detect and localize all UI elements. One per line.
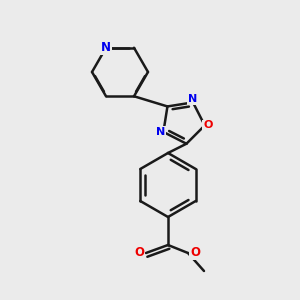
Text: N: N — [188, 94, 198, 104]
Text: N: N — [156, 127, 165, 137]
Text: O: O — [134, 247, 144, 260]
Text: O: O — [190, 247, 200, 260]
Text: O: O — [203, 120, 212, 130]
Text: N: N — [101, 41, 111, 54]
